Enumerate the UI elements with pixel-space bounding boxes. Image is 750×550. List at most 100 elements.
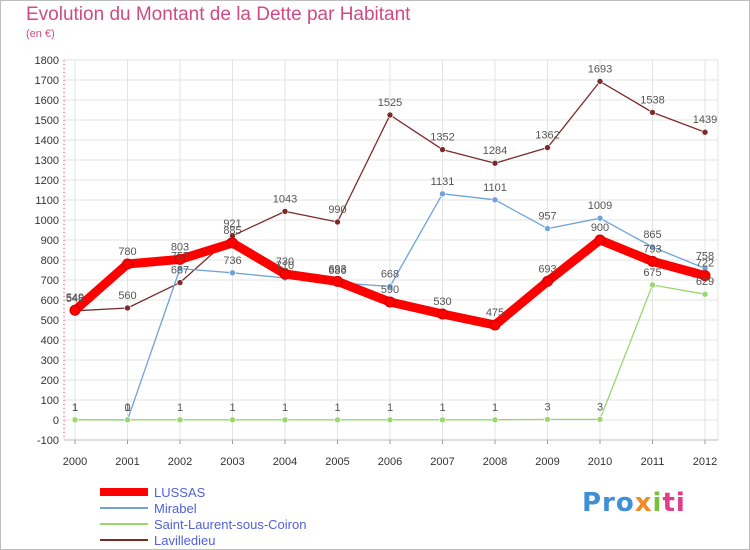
data-label: 1101: [483, 182, 507, 194]
data-label: 722: [696, 258, 714, 270]
y-tick-label: 1700: [35, 75, 59, 87]
x-tick-label: 2009: [535, 456, 559, 468]
data-label: 990: [328, 204, 346, 216]
data-label: 780: [118, 246, 136, 258]
data-label: 1: [229, 402, 235, 414]
y-tick-label: 1800: [35, 55, 59, 67]
data-points: [69, 78, 711, 424]
data-point: [491, 196, 499, 204]
data-point: [384, 296, 396, 308]
y-tick-label: -100: [37, 435, 59, 447]
x-tick-label: 2012: [693, 456, 717, 468]
data-label: 1009: [588, 200, 612, 212]
y-tick-label: 100: [41, 395, 59, 407]
data-label: 1: [387, 402, 393, 414]
y-tick-label: 200: [41, 375, 59, 387]
chart-title: Evolution du Montant de la Dette par Hab…: [26, 4, 411, 25]
data-label: 693: [538, 263, 556, 275]
data-label: 1: [124, 402, 130, 414]
data-point: [544, 144, 551, 151]
data-label: 1: [72, 402, 78, 414]
data-label: 730: [276, 256, 294, 268]
y-tick-label: 1100: [35, 195, 59, 207]
data-point: [176, 279, 184, 286]
data-label: 757: [171, 251, 189, 263]
y-tick-label: 300: [41, 355, 59, 367]
data-label: 675: [643, 267, 661, 279]
axes: -100010020030040050060070080090010001100…: [35, 55, 718, 468]
data-point: [699, 270, 711, 282]
data-point: [71, 416, 79, 424]
data-label: 590: [381, 284, 399, 296]
x-tick-label: 2011: [641, 456, 665, 468]
data-label: 686: [328, 265, 346, 277]
y-tick-label: 900: [41, 235, 59, 247]
legend-label: Lavilledieu: [154, 533, 215, 548]
y-tick-label: 500: [41, 315, 59, 327]
data-point: [701, 290, 709, 298]
data-point: [439, 190, 446, 198]
data-point: [281, 208, 289, 215]
data-point: [437, 308, 448, 320]
data-point: [649, 281, 656, 289]
data-label: 736: [223, 255, 241, 267]
data-label: 921: [223, 218, 241, 230]
data-point: [229, 416, 236, 424]
data-point: [491, 159, 499, 167]
data-label: 885: [223, 225, 241, 237]
x-tick-label: 2005: [325, 456, 349, 468]
data-point: [176, 416, 184, 424]
data-point: [701, 128, 709, 136]
data-point: [544, 416, 551, 423]
x-tick-label: 2001: [115, 456, 139, 468]
data-label: 1538: [640, 94, 664, 106]
data-point: [69, 304, 81, 316]
data-label: 710: [276, 260, 294, 272]
x-tick-label: 2010: [588, 456, 612, 468]
data-point: [491, 416, 499, 424]
data-label: 793: [643, 243, 661, 255]
data-label: 803: [171, 241, 189, 253]
data-label: 530: [433, 296, 451, 308]
data-label: 1: [177, 402, 183, 414]
y-tick-label: 1200: [35, 175, 59, 187]
data-label: 687: [171, 265, 189, 277]
data-point: [649, 243, 656, 251]
data-point: [124, 416, 131, 424]
data-point: [281, 416, 289, 424]
data-label: 3: [597, 401, 603, 413]
x-tick-label: 2006: [378, 456, 402, 468]
data-point: [124, 304, 131, 312]
data-point: [596, 78, 604, 85]
y-tick-label: 1300: [35, 155, 59, 167]
data-point: [542, 275, 553, 287]
data-label: 629: [696, 276, 714, 288]
data-label: 475: [486, 307, 504, 319]
data-label: 1439: [693, 114, 717, 126]
data-label: 1362: [535, 130, 559, 142]
y-tick-label: 1000: [35, 215, 59, 227]
y-tick-label: 1500: [35, 115, 59, 127]
data-point: [174, 253, 186, 265]
data-point: [334, 218, 341, 226]
x-tick-label: 2007: [430, 456, 454, 468]
data-label: 865: [643, 229, 661, 241]
data-label: 0: [124, 402, 130, 414]
data-label: 693: [328, 263, 346, 275]
data-label: 3: [544, 401, 550, 413]
y-tick-label: 700: [41, 275, 59, 287]
data-point: [386, 111, 394, 119]
data-label: 549: [66, 292, 84, 304]
data-point: [176, 265, 184, 272]
data-label: 1284: [483, 145, 507, 157]
data-label: 1043: [273, 193, 297, 205]
data-labels: 549 780 803 885 730 693 590 530 475 693 900 793 722 1…: [66, 63, 717, 414]
data-label: 900: [591, 222, 609, 234]
data-label: 1131: [431, 176, 455, 188]
data-point: [122, 258, 133, 270]
data-point: [489, 319, 501, 331]
x-tick-label: 2000: [63, 456, 87, 468]
data-label: 1525: [378, 97, 402, 109]
data-label: 1: [282, 402, 288, 414]
